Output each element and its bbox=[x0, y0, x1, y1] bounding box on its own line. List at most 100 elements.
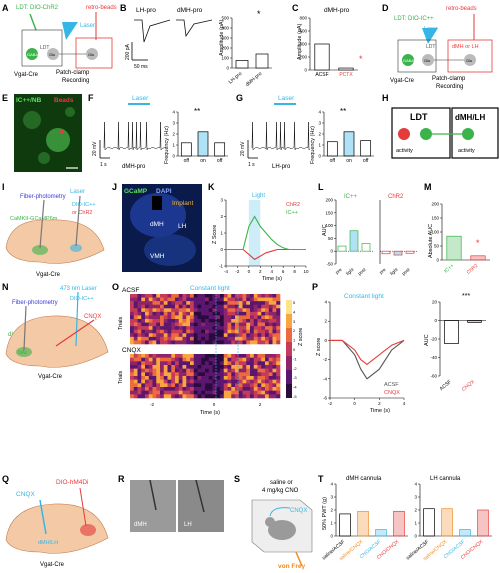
heat-cell bbox=[276, 319, 281, 323]
y-tick-label: 4 bbox=[414, 482, 417, 487]
heat-cell bbox=[190, 340, 195, 345]
heat-cell bbox=[133, 308, 138, 313]
heat-cell bbox=[216, 322, 221, 327]
retro-beads-label: retro-beads bbox=[86, 5, 117, 11]
heat-cell bbox=[163, 383, 168, 388]
heat-cell bbox=[201, 322, 206, 327]
heat-cell bbox=[175, 354, 180, 358]
heat-cell bbox=[145, 387, 150, 391]
heat-cell bbox=[272, 376, 277, 380]
heat-cell bbox=[152, 357, 157, 362]
target-label-d: dMH or LH bbox=[452, 44, 479, 50]
bar bbox=[349, 230, 359, 252]
heat-cell bbox=[193, 329, 198, 334]
glu-label-1: Glu bbox=[49, 52, 55, 57]
heat-cell bbox=[163, 361, 168, 366]
heat-cell bbox=[208, 315, 213, 320]
glu-label-2: Glu bbox=[88, 52, 94, 57]
y-tick-label: 4 bbox=[324, 300, 327, 305]
panel-O: O ACSF Constant light CNQX Trials Trials… bbox=[112, 282, 304, 416]
heat-cell bbox=[186, 326, 191, 331]
heat-cell bbox=[205, 361, 210, 366]
heat-cell bbox=[167, 372, 172, 377]
o-xlabel: Time (s) bbox=[200, 410, 220, 416]
f-time-label: 1 s bbox=[100, 162, 107, 168]
heat-cell bbox=[257, 315, 262, 320]
heat-cell bbox=[171, 394, 176, 399]
y-tick-label: 50 bbox=[328, 236, 334, 241]
e-label-2: Beads bbox=[54, 97, 74, 104]
heat-cell bbox=[268, 368, 273, 373]
heat-cell bbox=[186, 394, 191, 399]
heat-cell bbox=[152, 361, 157, 366]
y-tick-label: 20 bbox=[432, 300, 438, 305]
heat-cell bbox=[220, 368, 225, 373]
heat-cell bbox=[137, 326, 142, 331]
heat-cell bbox=[130, 304, 135, 309]
heat-cell bbox=[178, 361, 183, 366]
x-tick-label: 8 bbox=[293, 269, 296, 274]
heat-cell bbox=[238, 372, 243, 377]
heat-cell bbox=[235, 326, 240, 331]
heat-cell bbox=[130, 387, 135, 391]
panel-letter-J: J bbox=[112, 182, 117, 192]
t-title-1: dMH cannula bbox=[346, 476, 382, 482]
heat-cell bbox=[148, 379, 153, 384]
heat-cell bbox=[242, 383, 247, 388]
heat-cell bbox=[160, 368, 165, 373]
heat-cell bbox=[175, 326, 180, 331]
n-cnqx: CNQX bbox=[84, 314, 101, 320]
panel-letter-G: G bbox=[236, 93, 243, 103]
laser-label: Laser bbox=[80, 23, 95, 29]
heat-cell bbox=[265, 336, 270, 341]
heat-cell bbox=[160, 333, 165, 338]
heat-cell bbox=[130, 372, 135, 377]
heat-cell bbox=[276, 294, 281, 298]
r-track-1 bbox=[149, 479, 157, 511]
heat-cell bbox=[201, 329, 206, 334]
heat-cell bbox=[201, 372, 206, 377]
heat-cell bbox=[276, 340, 281, 345]
heat-cell bbox=[235, 322, 240, 327]
heat-cell bbox=[272, 357, 277, 362]
heat-cell bbox=[231, 311, 236, 316]
heat-cell bbox=[141, 383, 146, 388]
y-tick-label: 100 bbox=[431, 230, 439, 235]
heat-cell bbox=[268, 376, 273, 380]
heat-cell bbox=[160, 322, 165, 327]
s-cnqx: CNQX bbox=[290, 508, 307, 514]
heat-cell bbox=[246, 376, 251, 380]
heat-cell bbox=[220, 326, 225, 331]
heat-cell bbox=[178, 390, 183, 395]
p-leg1: ACSF bbox=[384, 382, 399, 388]
heat-cell bbox=[212, 361, 217, 366]
heat-cell bbox=[235, 387, 240, 391]
heat-cell bbox=[137, 315, 142, 320]
i-laser-fiber bbox=[75, 195, 81, 247]
heat-cell bbox=[276, 368, 281, 373]
heat-cell bbox=[223, 333, 228, 338]
brain-outline-q bbox=[5, 503, 109, 554]
heat-cell bbox=[197, 336, 202, 341]
heat-cell bbox=[148, 333, 153, 338]
heat-cell bbox=[231, 361, 236, 366]
y-tick-label: -60 bbox=[430, 374, 437, 379]
heat-cell bbox=[141, 394, 146, 399]
ldt-box-d bbox=[397, 39, 437, 73]
heat-cell bbox=[227, 336, 232, 341]
heat-cell bbox=[160, 326, 165, 331]
n-nac-area bbox=[16, 347, 32, 357]
heat-cell bbox=[250, 326, 255, 331]
heat-cell bbox=[130, 333, 135, 338]
tick-label: post bbox=[401, 266, 411, 276]
bar bbox=[314, 43, 330, 71]
heat-cell bbox=[193, 383, 198, 388]
heat-cell bbox=[190, 376, 195, 380]
heat-cell bbox=[272, 333, 277, 338]
heat-cell bbox=[235, 379, 240, 384]
series-line bbox=[226, 215, 306, 251]
r-track-2 bbox=[195, 479, 205, 513]
heat-cell bbox=[242, 308, 247, 313]
colorbar-tick: 4 bbox=[293, 309, 296, 314]
y-tick-label: 3 bbox=[318, 121, 321, 126]
